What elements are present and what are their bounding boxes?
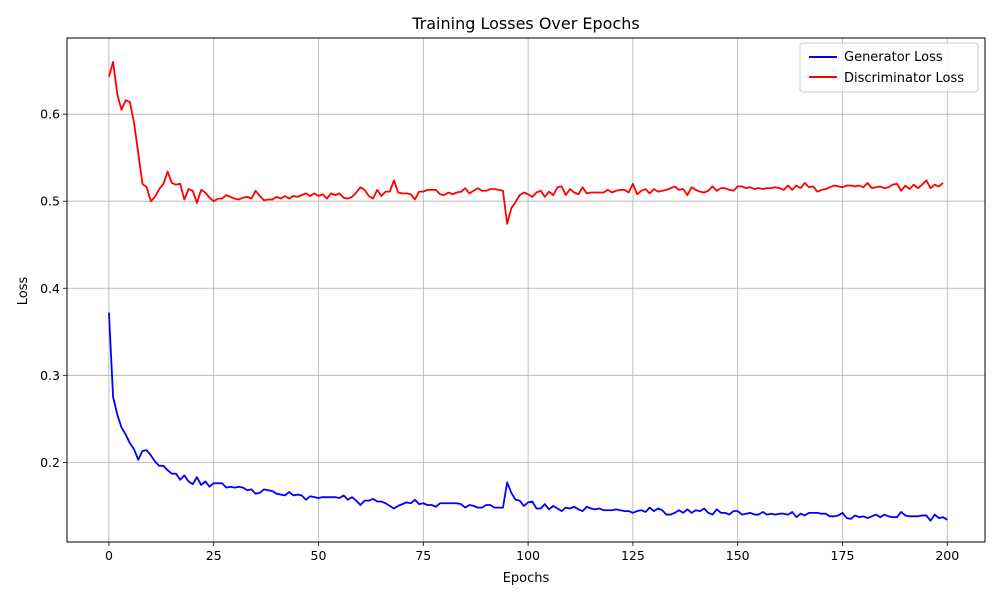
x-tick-label: 50 <box>311 548 327 563</box>
y-axis-label: Loss <box>16 277 31 306</box>
series-line-generator-loss <box>108 312 948 522</box>
grid <box>67 38 985 542</box>
legend-label-generator: Generator Loss <box>844 50 943 65</box>
plot-frame <box>66 37 986 543</box>
legend-box <box>799 42 979 93</box>
y-tick-label: 0.3 <box>40 368 60 383</box>
legend-label-discriminator: Discriminator Loss <box>844 71 964 86</box>
x-tick-label: 125 <box>621 548 645 563</box>
legend: Generator Loss Discriminator Loss <box>799 42 979 93</box>
x-tick-label: 100 <box>516 548 540 563</box>
x-tick-label: 150 <box>726 548 750 563</box>
y-tick-label: 0.4 <box>40 281 60 296</box>
series-lines <box>108 61 948 522</box>
chart-title: Training Losses Over Epochs <box>411 14 639 33</box>
x-tick-label: 175 <box>831 548 855 563</box>
y-tick-label: 0.5 <box>40 194 60 209</box>
x-axis-label: Epochs <box>503 571 550 586</box>
series-line-discriminator-loss <box>108 61 944 225</box>
x-tick-label: 0 <box>105 548 113 563</box>
x-tick-label: 200 <box>935 548 959 563</box>
y-tick-label: 0.6 <box>40 107 60 122</box>
y-tick-label: 0.2 <box>40 455 60 470</box>
x-tick-label: 25 <box>206 548 222 563</box>
x-tick-label: 75 <box>415 548 431 563</box>
axis-ticks: 0 25 50 75 100 125 150 175 200 0.2 0.3 0.4 0.5 0.6 <box>40 107 959 563</box>
